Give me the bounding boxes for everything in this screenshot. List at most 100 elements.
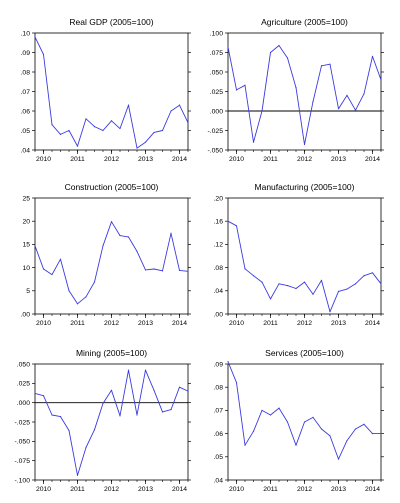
manufacturing-data-point [286,284,289,287]
manufacturing-series-line [227,220,382,313]
mining-data-point [102,402,104,405]
agriculture-data-point [252,141,255,143]
services-data-point [261,409,263,411]
construction-y-tick-label: 5 [26,288,30,295]
real-gdp-x-tick-label: 2012 [104,156,119,163]
services-data-point [269,414,272,416]
construction-x-tick-label: 2012 [104,320,119,327]
real-gdp-y-tick-label: .05 [21,128,31,135]
agriculture-data-point [295,87,297,89]
manufacturing-data-point [371,272,374,274]
agriculture-data-point [337,108,340,110]
panel-services: Services (2005=100) .09 .08 .07 .06 .05 .04 201… [214,348,384,493]
services-x-tick-label: 2011 [263,486,278,493]
mining-data-point [136,414,138,416]
construction-data-point [187,270,189,272]
mining-data-point [127,369,130,371]
construction-data-point [93,281,96,283]
agriculture-y-tick-label: .100 [210,30,223,37]
real-gdp-plot-frame [34,32,189,151]
real-gdp-y-tick-label: .09 [21,50,31,57]
real-gdp-data-point [170,110,172,112]
construction-data-point [51,273,53,276]
agriculture-y-tick-label: -.050 [208,147,224,154]
real-gdp-x-tick-label: 2010 [36,156,51,163]
agriculture-data-point [303,143,306,146]
mining-data-point [42,395,45,397]
construction-y-tick-label: 10 [22,265,30,272]
manufacturing-x-tick-label: 2011 [263,320,278,327]
services-data-point [380,433,382,435]
services-data-point [346,439,348,442]
services-data-point [227,361,229,363]
mining-x-tick-label: 2011 [70,486,85,493]
services-y-tick-label: .09 [214,361,224,368]
construction-x-tick-label: 2011 [70,320,85,327]
agriculture-data-point [354,109,357,111]
agriculture-data-point [346,94,348,96]
construction-data-point [170,232,172,234]
agriculture-data-point [329,63,331,65]
mining-data-point [93,429,96,431]
manufacturing-y-tick-label: .12 [214,242,224,249]
real-gdp-x-tick-label: 2011 [70,156,85,163]
manufacturing-data-point [312,293,314,295]
agriculture-x-tick-label: 2012 [297,156,312,163]
services-x-tick-label: 2014 [365,486,380,493]
mining-data-point [187,390,189,392]
real-gdp-data-point [68,129,70,132]
construction-data-point [161,270,164,272]
mining-data-point [34,392,36,394]
panel-real-gdp: Real GDP (2005=100) .10 .09 .08 .07 .06 .05 .04… [21,17,191,163]
mining-y-tick-label: .000 [17,400,30,407]
manufacturing-y-tick-label: .04 [214,288,224,295]
real-gdp-x-tick-label: 2014 [172,156,187,163]
construction-data-point [68,290,70,292]
mining-series-line [34,369,189,476]
agriculture-series-line [227,45,382,145]
mining-data-point [76,474,79,476]
services-data-point [371,433,374,435]
mining-data-point [170,409,172,411]
real-gdp-y-tick-label: .10 [21,30,31,37]
panel-mining: Mining (2005=100) .050 .025 .000 -.025 -.050 -… [15,348,191,493]
real-gdp-title: Real GDP (2005=100) [69,17,153,27]
manufacturing-data-point [380,283,382,285]
construction-x-tick-label: 2013 [138,320,153,327]
real-gdp-data-point [102,129,104,132]
real-gdp-data-point [153,131,155,134]
manufacturing-data-point [278,283,280,285]
services-data-point [303,421,306,423]
mining-x-tick-label: 2013 [138,486,153,493]
agriculture-y-tick-label: .075 [210,50,223,57]
agriculture-x-tick-label: 2013 [331,156,346,163]
agriculture-plot-frame [227,32,382,151]
real-gdp-data-point [144,141,147,143]
agriculture-data-point [269,51,272,54]
services-x-tick-label: 2013 [331,486,346,493]
real-gdp-data-point [93,126,96,128]
agriculture-y-tick-label: .000 [210,108,223,115]
real-gdp-data-point [119,127,121,130]
services-data-point [295,444,297,446]
mining-y-tick-label: .050 [17,361,30,368]
agriculture-y-tick-label: -.025 [208,128,224,135]
mining-title: Mining (2005=100) [76,348,147,358]
agriculture-x-tick-label: 2011 [263,156,278,163]
manufacturing-data-point [261,281,263,283]
manufacturing-plot-frame [227,197,382,315]
manufacturing-data-point [329,311,331,313]
mining-data-point [144,369,147,371]
mining-data-point [68,429,70,432]
construction-data-point [127,236,130,238]
services-data-point [252,430,255,432]
services-y-tick-label: .06 [214,431,224,438]
agriculture-x-tick-label: 2010 [229,156,244,163]
services-data-point [235,381,238,384]
real-gdp-y-tick-label: .04 [21,147,31,154]
services-series-line [227,361,381,460]
services-data-point [329,435,331,437]
services-data-point [320,428,323,430]
construction-title: Construction (2005=100) [65,182,159,192]
